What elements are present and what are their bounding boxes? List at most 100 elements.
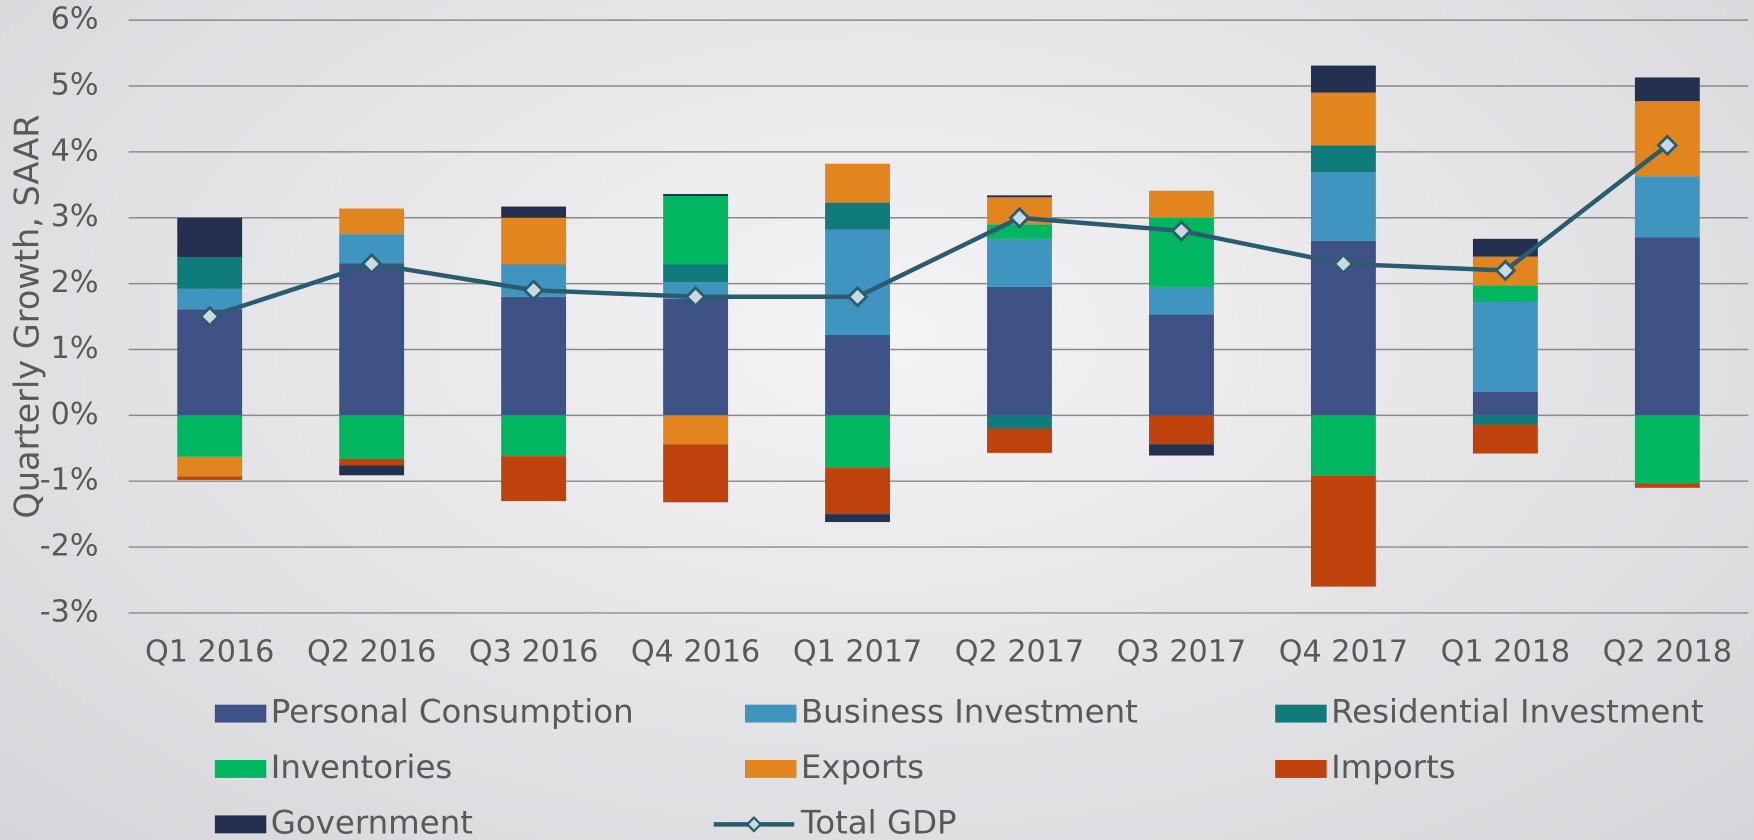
line-marker <box>522 279 545 302</box>
y-axis-title: Quarterly Growth, SAAR <box>8 114 47 518</box>
bar-segment <box>1634 176 1700 238</box>
bar-segment <box>1472 302 1538 392</box>
y-tick-label: -2% <box>40 529 99 564</box>
bar-segment <box>339 263 405 416</box>
bar-segment <box>1472 238 1538 257</box>
bar-segment <box>339 208 405 235</box>
legend-label: Total GDP <box>800 803 957 840</box>
bar-segment <box>663 415 729 445</box>
legend-label: Government <box>271 803 473 840</box>
line-marker <box>1170 219 1193 242</box>
bar-segment <box>501 217 567 265</box>
bar-segment <box>825 468 890 515</box>
legend-swatch <box>1275 704 1327 723</box>
bar-segment <box>339 415 405 459</box>
bar-segment <box>987 195 1052 198</box>
bar-segment <box>339 458 405 466</box>
bar-segment <box>1310 65 1376 93</box>
bar-segment <box>501 296 567 416</box>
bar-segment <box>1310 92 1376 146</box>
bar-segment <box>1310 415 1376 476</box>
x-tick-label: Q3 2017 <box>1117 635 1246 670</box>
bar-segment <box>177 476 243 480</box>
bar-segment <box>177 288 243 310</box>
bar-segment <box>1634 415 1700 484</box>
line <box>209 143 1669 319</box>
y-tick-label: -1% <box>40 463 99 498</box>
legend-label: Residential Investment <box>1331 693 1704 731</box>
bar-segment <box>339 465 405 476</box>
legend-label: Personal Consumption <box>271 693 634 731</box>
legend-marker <box>745 816 763 833</box>
bar-segment <box>1472 415 1538 425</box>
legend-label: Business Investment <box>801 693 1138 731</box>
bar-segment <box>825 334 890 416</box>
bar-segment <box>1472 391 1538 416</box>
line-marker <box>1656 134 1679 157</box>
bar-segment <box>1634 483 1700 488</box>
bar-segment <box>501 415 567 457</box>
bar-segment <box>825 415 890 469</box>
y-tick-label: 2% <box>51 265 99 300</box>
bar-segment <box>1310 145 1376 173</box>
bar-segment <box>825 514 890 523</box>
bar-segment <box>1149 286 1214 315</box>
bar-segment <box>501 456 567 501</box>
bar-segment <box>1634 237 1700 416</box>
legend-label: Exports <box>801 748 924 786</box>
line-marker <box>1008 206 1031 229</box>
bar-segment <box>987 238 1052 287</box>
line-marker <box>684 285 707 308</box>
y-tick-label: 6% <box>51 2 99 37</box>
y-tick-label: 4% <box>51 133 99 168</box>
bar-segment <box>1149 444 1214 456</box>
bar-segment <box>1310 172 1376 241</box>
x-tick-label: Q2 2017 <box>955 635 1084 670</box>
bar-segment <box>177 257 243 289</box>
x-tick-label: Q2 2018 <box>1603 635 1732 670</box>
x-tick-label: Q1 2017 <box>793 635 922 670</box>
bar-segment <box>501 206 567 218</box>
bar-segment <box>987 415 1052 429</box>
bar-segment <box>663 298 729 416</box>
x-tick-label: Q4 2016 <box>631 635 760 670</box>
bar-segment <box>1310 475 1376 587</box>
legend-swatch <box>745 760 797 778</box>
bar-segment <box>1472 424 1538 454</box>
bar-segment <box>663 194 729 196</box>
legend-label: Imports <box>1331 748 1456 786</box>
line-marker <box>360 252 383 275</box>
x-tick-label: Q3 2016 <box>469 635 598 670</box>
bar-segment <box>825 202 890 230</box>
legend-swatch <box>214 760 267 778</box>
legend-swatch <box>214 704 267 723</box>
bar-segment <box>663 444 729 503</box>
y-tick-label: 0% <box>51 397 99 432</box>
bar-segment <box>1149 415 1214 445</box>
legend-swatch <box>214 815 267 834</box>
y-tick-label: -3% <box>40 594 99 629</box>
y-tick-label: 3% <box>51 199 99 234</box>
bar-segment <box>825 163 890 203</box>
bar-segment <box>825 229 890 335</box>
line-marker <box>1332 252 1355 275</box>
y-tick-label: 1% <box>51 331 99 366</box>
line-marker <box>846 285 869 308</box>
legend-swatch <box>745 704 797 723</box>
line-marker <box>1494 259 1517 282</box>
x-tick-label: Q1 2018 <box>1441 635 1570 670</box>
y-tick-label: 5% <box>51 68 99 103</box>
bar-segment <box>987 428 1052 453</box>
bar-segment <box>177 456 243 477</box>
bar-segment <box>663 264 729 283</box>
bar-segment <box>1634 77 1700 102</box>
bar-segment <box>987 286 1052 416</box>
x-tick-label: Q1 2016 <box>145 635 274 670</box>
x-tick-label: Q2 2016 <box>307 635 436 670</box>
bar-segment <box>1472 285 1538 303</box>
bar-segment <box>177 217 243 258</box>
bar-segment <box>1149 190 1214 218</box>
x-tick-label: Q4 2017 <box>1279 635 1408 670</box>
legend-swatch <box>1275 760 1327 778</box>
